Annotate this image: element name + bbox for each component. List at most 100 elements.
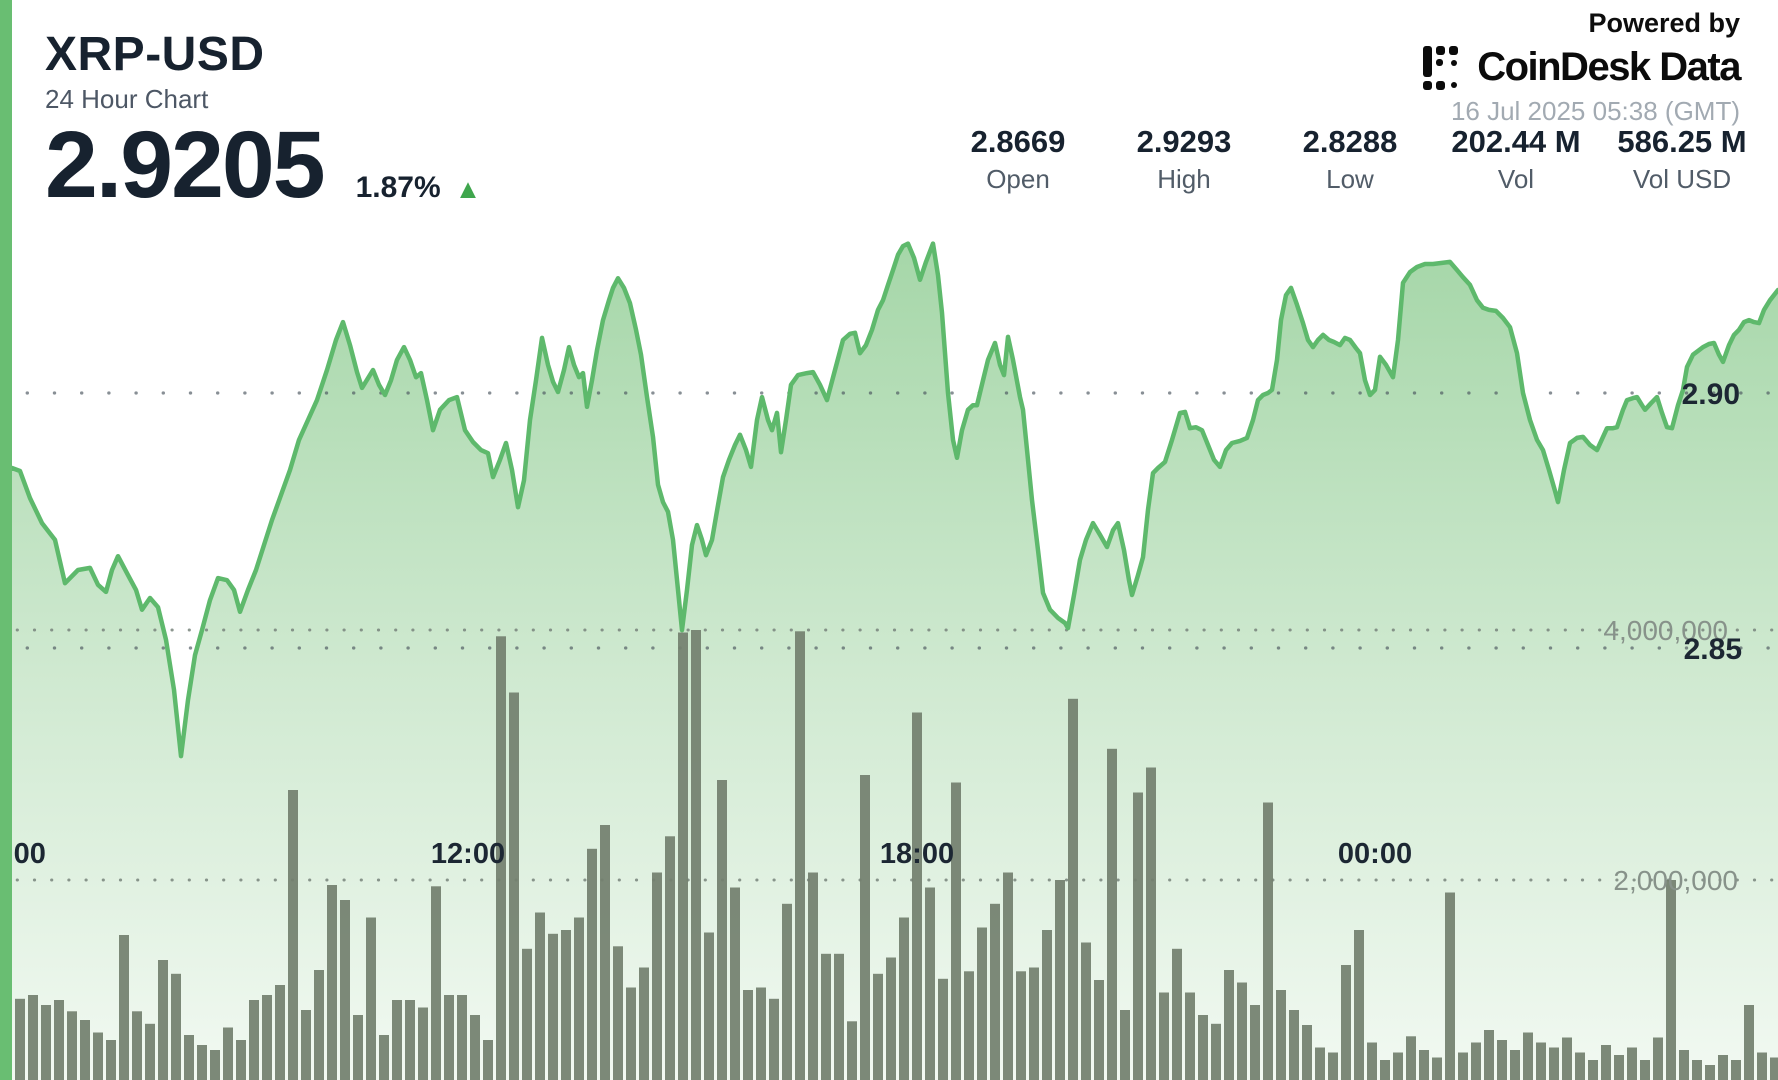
volume-bar [1575, 1052, 1585, 1080]
volume-bar [1458, 1052, 1468, 1080]
coindesk-logo-text: CoinDesk Data [1477, 45, 1741, 89]
volume-bar [1185, 992, 1195, 1080]
volume-bar [1536, 1042, 1546, 1080]
volume-bar [808, 872, 818, 1080]
change-percent: 1.87% [355, 171, 441, 204]
volume-bar [288, 790, 298, 1080]
timestamp: 16 Jul 2025 05:38 (GMT) [1450, 96, 1740, 126]
volume-bar [1146, 767, 1156, 1080]
volume-bar [1510, 1050, 1520, 1080]
volume-bar [1731, 1060, 1741, 1080]
volume-bar [1484, 1030, 1494, 1080]
volume-bar [1679, 1050, 1689, 1080]
volume-bar [600, 825, 610, 1080]
volume-bar [184, 1035, 194, 1080]
volume-bar [548, 933, 558, 1080]
volume-bar [353, 1015, 363, 1080]
volume-bars [2, 630, 1778, 1080]
volume-bar [639, 967, 649, 1080]
volume-bar [769, 998, 779, 1080]
left-accent-bar [0, 0, 12, 1080]
volume-bar [1497, 1040, 1507, 1080]
volume-bar [1419, 1050, 1429, 1080]
volume-bar [1666, 880, 1676, 1080]
volume-bar [756, 987, 766, 1080]
volume-bar [886, 957, 896, 1080]
stat-label: Open [986, 163, 1050, 194]
volume-bar [1367, 1042, 1377, 1080]
volume-bar [457, 995, 467, 1080]
volume-axis-label: 2,000,000 [1613, 865, 1738, 896]
volume-bar [223, 1027, 233, 1080]
volume-bar [1770, 1057, 1778, 1080]
volume-bar [834, 953, 844, 1080]
price-line [0, 241, 1778, 759]
powered-by-block: Powered by CoinDesk Data 16 Jul 2025 05:… [1423, 8, 1741, 127]
chart-subtitle: 24 Hour Chart [45, 84, 209, 115]
volume-bar [1445, 892, 1455, 1080]
volume-bar [1094, 980, 1104, 1080]
page-title: XRP-USD [45, 28, 265, 81]
volume-bar [1107, 748, 1117, 1080]
stat-open: 2.8669 Open [935, 124, 1101, 195]
volume-bar [1042, 930, 1052, 1080]
volume-bar [964, 971, 974, 1080]
coindesk-logo-icon [1423, 45, 1467, 90]
volume-bar [626, 987, 636, 1080]
volume-bar [691, 630, 701, 1080]
volume-bar [1289, 1010, 1299, 1080]
stat-low: 2.8288 Low [1267, 124, 1433, 195]
volume-bar [1523, 1032, 1533, 1080]
coindesk-brand[interactable]: CoinDesk Data [1423, 45, 1741, 90]
volume-bar [1562, 1037, 1572, 1080]
volume-bar [561, 930, 571, 1080]
volume-bar [1237, 982, 1247, 1080]
volume-bar [1653, 1037, 1663, 1080]
volume-bar [912, 712, 922, 1080]
volume-bar [730, 887, 740, 1080]
volume-bar [1250, 1005, 1260, 1080]
volume-bar [249, 1000, 259, 1080]
volume-bar [1471, 1042, 1481, 1080]
volume-bar [236, 1040, 246, 1080]
volume-bar [535, 912, 545, 1080]
volume-bar [80, 1020, 90, 1080]
stat-value: 2.9293 [1136, 124, 1232, 159]
volume-bar [41, 1005, 51, 1080]
stat-label: High [1157, 163, 1211, 194]
volume-bar [925, 887, 935, 1080]
volume-bar [990, 903, 1000, 1080]
volume-bar [1588, 1060, 1598, 1080]
volume-bar [509, 692, 519, 1080]
volume-bar [1029, 967, 1039, 1080]
volume-bar [1315, 1047, 1325, 1080]
volume-bar [1055, 880, 1065, 1080]
volume-bar [1159, 992, 1169, 1080]
powered-by-label: Powered by [1588, 8, 1740, 38]
volume-bar [405, 1000, 415, 1080]
volume-bar [496, 636, 506, 1080]
volume-bar [327, 885, 337, 1080]
volume-bar [392, 1000, 402, 1080]
volume-bar [1276, 990, 1286, 1080]
volume-bar [1744, 1005, 1754, 1080]
volume-bar [574, 917, 584, 1080]
volume-bar [379, 1035, 389, 1080]
volume-bar [938, 978, 948, 1080]
volume-bar [665, 836, 675, 1080]
volume-bar [275, 985, 285, 1080]
volume-bar [158, 960, 168, 1080]
volume-bar [119, 935, 129, 1080]
price-row: 2.9205 1.87% ▲ [45, 118, 481, 213]
volume-bar [145, 1023, 155, 1080]
up-triangle-icon: ▲ [454, 174, 482, 204]
volume-bar [1328, 1052, 1338, 1080]
stat-value: 2.8288 [1302, 124, 1398, 159]
volume-bar [860, 775, 870, 1080]
volume-bar [1406, 1036, 1416, 1080]
volume-bar [678, 632, 688, 1080]
volume-bar [1614, 1055, 1624, 1080]
volume-bar [1302, 1025, 1312, 1080]
